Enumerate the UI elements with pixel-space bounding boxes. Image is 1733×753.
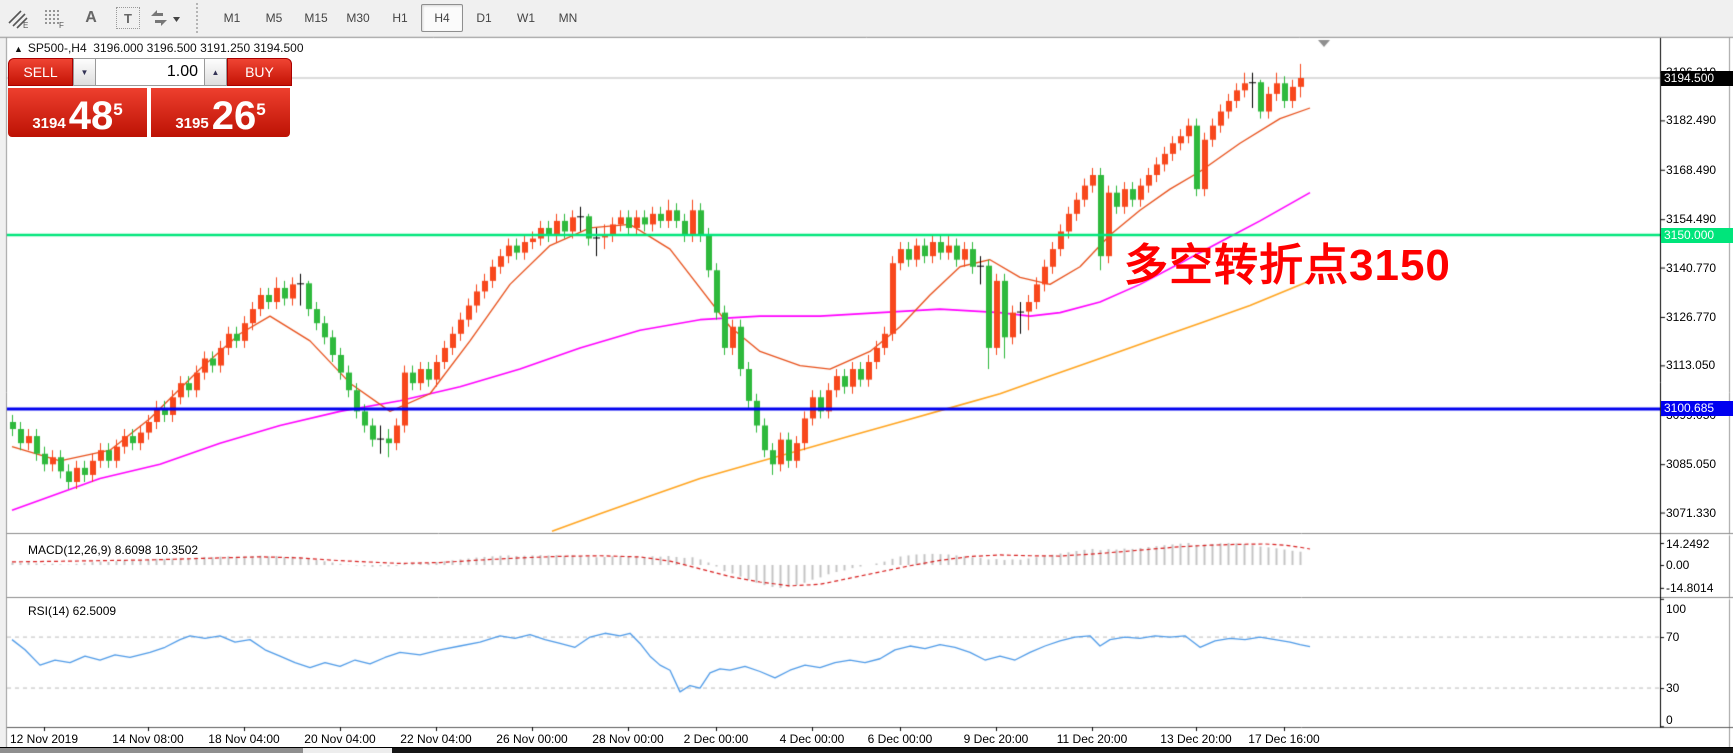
time-axis-label: 9 Dec 20:00: [963, 732, 1029, 746]
timeframe-m5-button[interactable]: M5: [265, 11, 283, 25]
active-chart-tab[interactable]: [303, 748, 392, 753]
timeframe-mn-button[interactable]: MN: [558, 11, 578, 25]
timeframe-m30-button[interactable]: M30: [346, 11, 370, 25]
price-badge: 3194.500: [1661, 70, 1733, 86]
price-ticks-label: 3113.050: [1666, 358, 1716, 373]
svg-text:E: E: [23, 21, 28, 29]
time-axis-label: 17 Dec 16:00: [1248, 732, 1320, 746]
chart-text-annotation: 多空转折点3150: [1124, 241, 1451, 290]
sell-price-sup: 5: [113, 100, 123, 119]
price-ticks-label: 3182.490: [1666, 113, 1717, 128]
price-ticks-label: 3154.490: [1666, 212, 1717, 227]
collapse-triangle-icon[interactable]: ▲: [14, 44, 23, 54]
toolbar-separator: [196, 3, 205, 33]
sell-price-prefix: 3194: [32, 115, 66, 132]
ohlc-values: 3196.000 3196.500 3191.250 3194.500: [93, 41, 304, 55]
time-axis-label: 6 Dec 00:00: [867, 732, 933, 746]
rsi-axis-label: 70: [1666, 630, 1680, 645]
time-axis-label: 22 Nov 04:00: [400, 732, 472, 746]
price-badge: 3100.685: [1661, 401, 1733, 417]
chart-header: ▲ SP500-,H4 3196.000 3196.500 3191.250 31…: [14, 41, 304, 55]
volume-input[interactable]: [96, 58, 204, 86]
timeframe-h4-button[interactable]: H4: [421, 4, 463, 32]
price-ticks-label: 3126.770: [1666, 309, 1717, 324]
time-axis-label: 12 Nov 2019: [9, 732, 79, 746]
time-axis-label: 20 Nov 04:00: [304, 732, 376, 746]
text-label-icon[interactable]: T: [116, 7, 140, 29]
sell-price-button[interactable]: 3194 48 5: [8, 88, 147, 137]
timeframe-m1-button[interactable]: M1: [223, 11, 241, 25]
time-axis-label: 28 Nov 00:00: [592, 732, 664, 746]
price-badge: 3150.000: [1661, 227, 1733, 243]
chart-tabs-strip[interactable]: [0, 747, 1733, 753]
sell-button[interactable]: SELL: [8, 58, 73, 86]
buy-button[interactable]: BUY: [227, 58, 292, 86]
sell-price-big: 48: [68, 94, 114, 138]
channels-icon[interactable]: E: [2, 4, 36, 32]
chart-tabs-dark-area: [392, 748, 1733, 753]
arrows-icon[interactable]: [142, 4, 186, 32]
macd-axis-label: 0.00: [1666, 558, 1690, 572]
time-axis-label: 14 Nov 08:00: [112, 732, 184, 746]
macd-axis-label: -14.8014: [1666, 580, 1714, 595]
time-axis-label: 18 Nov 04:00: [208, 732, 280, 746]
buy-price-big: 26: [211, 94, 257, 138]
buy-price-sup: 5: [256, 100, 266, 119]
timeframe-w1-button[interactable]: W1: [517, 11, 535, 25]
time-axis-label: 11 Dec 20:00: [1056, 732, 1128, 746]
rsi-axis-label: 30: [1666, 681, 1680, 696]
price-ticks-label: 3168.490: [1666, 162, 1717, 177]
time-axis-label: 13 Dec 20:00: [1160, 732, 1232, 746]
timeframe-group: M1 M5 M15 M30 H1 H4 D1 W1 MN: [211, 4, 589, 32]
one-click-trading-panel: SELL ▼ ▲ BUY 3194 48 5 3195 26 5: [8, 58, 292, 137]
macd-label: MACD(12,26,9) 8.6098 10.3502: [28, 543, 199, 557]
rsi-label: RSI(14) 62.5009: [28, 604, 117, 618]
timeframe-d1-button[interactable]: D1: [476, 11, 492, 25]
volume-decrease-button[interactable]: ▼: [73, 58, 96, 86]
time-axis-label: 26 Nov 00:00: [496, 732, 568, 746]
price-ticks-label: 3085.050: [1666, 457, 1717, 472]
text-icon[interactable]: A: [85, 9, 97, 26]
volume-increase-button[interactable]: ▲: [204, 58, 227, 86]
macd-axis-label: 14.2492: [1666, 537, 1710, 551]
buy-price-prefix: 3195: [175, 115, 209, 132]
price-ticks-label: 3140.770: [1666, 260, 1717, 275]
fibonacci-icon[interactable]: F: [38, 4, 72, 32]
buy-price-button[interactable]: 3195 26 5: [151, 88, 290, 137]
time-axis-label: 2 Dec 00:00: [683, 732, 749, 746]
time-axis-label: 4 Dec 00:00: [779, 732, 845, 746]
timeframe-m15-button[interactable]: M15: [304, 11, 328, 25]
price-ticks-label: 3071.330: [1666, 505, 1717, 520]
svg-text:F: F: [59, 21, 64, 29]
timeframe-h1-button[interactable]: H1: [392, 11, 408, 25]
toolbar: E F A T M1 M5 M15 M30 H1 H4 D1 W1 MN: [0, 0, 1733, 37]
rsi-axis-label: 0: [1666, 713, 1673, 727]
rsi-axis-label: 100: [1666, 602, 1687, 616]
symbol-period-label: SP500-,H4: [27, 41, 87, 55]
